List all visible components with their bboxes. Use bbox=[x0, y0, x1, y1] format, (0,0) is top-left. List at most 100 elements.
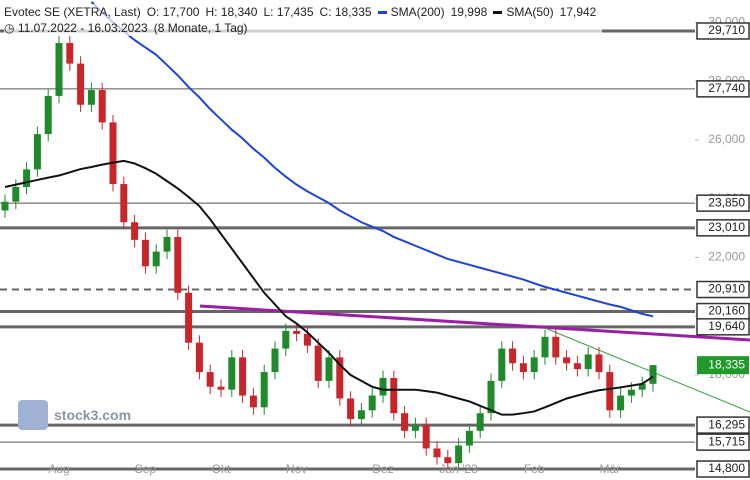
candle-body bbox=[23, 169, 31, 187]
candle-body bbox=[174, 236, 182, 293]
x-tick-label: Jan '23 bbox=[439, 462, 478, 476]
level-label: 19,640 bbox=[708, 319, 745, 333]
level-box bbox=[696, 194, 750, 212]
candle-body bbox=[1, 201, 9, 211]
candle-body bbox=[163, 236, 171, 252]
candle-body bbox=[638, 383, 646, 390]
candle-body bbox=[55, 43, 63, 96]
x-tick-label: Nov bbox=[286, 462, 307, 476]
legend-value: 19,998 bbox=[450, 5, 488, 19]
candle-body bbox=[195, 342, 203, 373]
candle-body bbox=[433, 448, 441, 458]
y-tick-label: 26,000 bbox=[708, 132, 745, 146]
sma-line bbox=[90, 1, 654, 318]
candle-body bbox=[573, 363, 581, 370]
candle-body bbox=[152, 251, 160, 267]
level-box bbox=[696, 433, 750, 451]
level-label: 20,160 bbox=[708, 304, 745, 318]
candle-body bbox=[465, 430, 473, 446]
legend-swatch bbox=[493, 11, 503, 15]
legend-label: SMA(200) bbox=[390, 5, 445, 19]
candle-body bbox=[519, 363, 527, 373]
candle-body bbox=[411, 424, 419, 431]
level-box bbox=[696, 318, 750, 336]
period: (8 Monate, 1 Tag) bbox=[153, 21, 248, 35]
candle-body bbox=[228, 357, 236, 390]
header: Evotec SE (XETRA, Last) O: 17,700 H: 18,34… bbox=[4, 4, 603, 36]
candle-body bbox=[368, 395, 376, 411]
candle-body bbox=[455, 445, 463, 464]
candle-body bbox=[249, 395, 257, 408]
candle-body bbox=[552, 336, 560, 358]
candle-body bbox=[390, 377, 398, 414]
level-label: 27,740 bbox=[708, 81, 745, 95]
candle-body bbox=[260, 372, 268, 408]
candle-body bbox=[401, 413, 409, 431]
candle-body bbox=[314, 345, 322, 381]
low: L: 17,435 bbox=[263, 5, 314, 19]
trend-line bbox=[544, 327, 750, 413]
level-label: 23,850 bbox=[708, 195, 745, 209]
x-tick-label: Aug bbox=[48, 462, 69, 476]
candle-body bbox=[541, 336, 549, 358]
level-label: 15,715 bbox=[708, 434, 745, 448]
candle-body bbox=[44, 95, 52, 135]
candle-body bbox=[303, 333, 311, 346]
candle-body bbox=[217, 386, 225, 390]
candle-body bbox=[563, 357, 571, 364]
level-label: 14,800 bbox=[708, 461, 745, 475]
candle-body bbox=[487, 380, 495, 414]
candle-body bbox=[109, 122, 117, 185]
candle-body bbox=[293, 330, 301, 334]
level-label: 29,710 bbox=[708, 23, 745, 37]
candle-body bbox=[617, 395, 625, 411]
candle-body bbox=[509, 348, 517, 364]
candle-body bbox=[271, 348, 279, 373]
watermark-text: stock3.com bbox=[54, 407, 132, 423]
candle-body bbox=[33, 134, 41, 170]
candle-body bbox=[530, 357, 538, 373]
candle-body bbox=[357, 410, 365, 420]
x-tick-label: Feb bbox=[524, 462, 545, 476]
x-tick-label: Okt bbox=[212, 462, 231, 476]
date-range: 11.07.2022 - 16.03.2023 bbox=[17, 21, 148, 35]
open: O: 17,700 bbox=[146, 5, 200, 19]
candle-body bbox=[584, 354, 592, 370]
candle-body bbox=[66, 43, 74, 64]
level-label: 20,910 bbox=[708, 282, 745, 296]
candle-body bbox=[595, 354, 603, 373]
candle-body bbox=[649, 365, 657, 384]
candle-body bbox=[336, 357, 344, 399]
candle-body bbox=[239, 357, 247, 396]
logo bbox=[18, 400, 48, 430]
level-box bbox=[696, 219, 750, 237]
level-label: 16,295 bbox=[708, 417, 745, 431]
candle-body bbox=[131, 222, 139, 240]
symbol: Evotec SE (XETRA, Last) bbox=[4, 5, 141, 19]
candle-body bbox=[141, 239, 149, 267]
legend-value: 17,942 bbox=[559, 5, 597, 19]
level-box bbox=[696, 280, 750, 299]
trend-line bbox=[199, 304, 750, 342]
sma-line bbox=[4, 159, 654, 416]
legend-label: SMA(50) bbox=[506, 5, 554, 19]
high: H: 18,340 bbox=[205, 5, 258, 19]
last-price-label: 18,335 bbox=[708, 357, 745, 371]
candle-body bbox=[422, 424, 430, 449]
candle-body bbox=[185, 292, 193, 343]
legend-swatch bbox=[377, 11, 387, 15]
candle-body bbox=[282, 330, 290, 349]
candle-body bbox=[87, 90, 95, 105]
last-price-box bbox=[697, 356, 749, 375]
candle-body bbox=[476, 413, 484, 431]
x-tick-label: Dez bbox=[372, 462, 393, 476]
x-tick-label: Mär bbox=[599, 462, 620, 476]
candle-body bbox=[206, 372, 214, 387]
candle-body bbox=[325, 357, 333, 381]
candle-body bbox=[627, 389, 635, 396]
level-box bbox=[696, 80, 750, 98]
level-box bbox=[696, 416, 750, 434]
candle-body bbox=[77, 63, 85, 105]
